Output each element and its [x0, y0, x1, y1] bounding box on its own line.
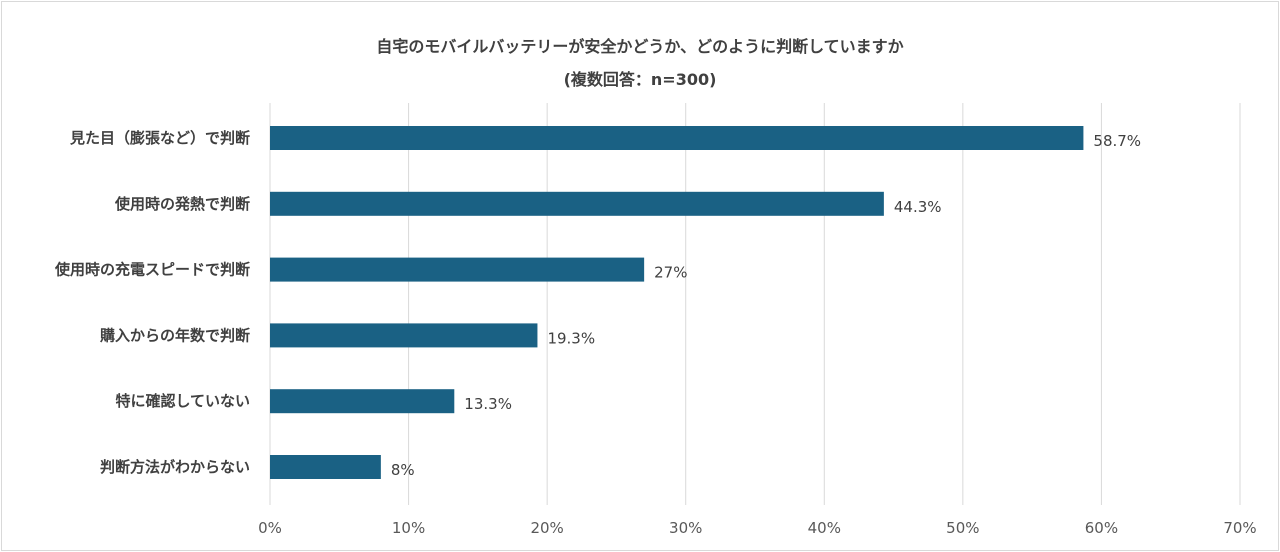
x-tick-label: 20% [530, 519, 563, 537]
data-label: 19.3% [547, 329, 595, 347]
chart-title: 自宅のモバイルバッテリーが安全かどうか、どのように判断していますか [376, 37, 903, 56]
x-tick-label: 0% [258, 519, 282, 537]
bar [270, 191, 884, 216]
bar [270, 455, 381, 479]
data-label: 58.7% [1093, 132, 1141, 150]
data-label: 44.3% [894, 198, 942, 216]
data-label: 8% [391, 461, 415, 479]
category-label: 判断方法がわからない [100, 458, 250, 476]
category-label: 使用時の充電スピードで判断 [54, 261, 250, 279]
x-tick-label: 60% [1085, 519, 1118, 537]
bar [270, 323, 538, 348]
x-tick-label: 10% [392, 519, 425, 537]
bar [270, 126, 1084, 150]
x-tick-label: 70% [1223, 519, 1256, 537]
bar [270, 389, 455, 414]
category-label: 見た目（膨張など）で判断 [69, 129, 250, 147]
category-label: 購入からの年数で判断 [99, 326, 250, 344]
category-label: 特に確認していない [115, 392, 250, 410]
x-tick-label: 50% [946, 519, 979, 537]
x-tick-label: 30% [669, 519, 702, 537]
data-label: 13.3% [464, 395, 512, 413]
bar [270, 257, 645, 282]
chart-subtitle: (複数回答：n=300) [564, 70, 717, 89]
category-label: 使用時の発熱で判断 [114, 195, 250, 213]
x-tick-label: 40% [808, 519, 841, 537]
data-label: 27% [654, 264, 687, 282]
